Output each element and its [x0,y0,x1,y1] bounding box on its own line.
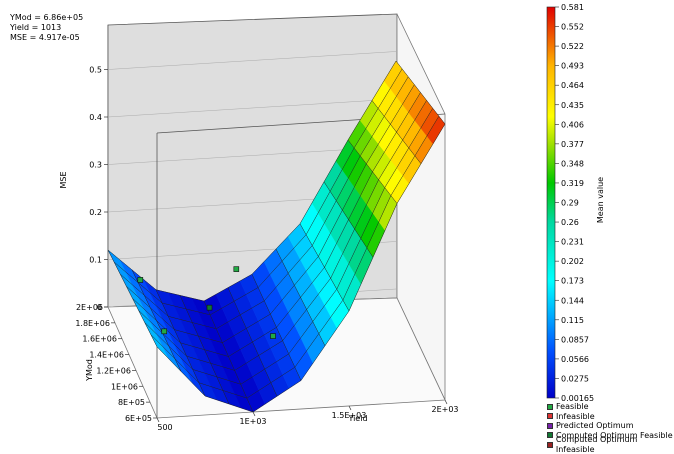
colorbar-label: 0.522 [561,42,584,51]
legend-entry: Feasible [547,402,674,412]
optimum-readout: YMod = 6.86e+05 Yield = 1013 MSE = 4.917e-… [10,13,83,43]
ymod-tick-label: 8E+05 [118,398,145,407]
colorbar-label: 0.377 [561,140,584,149]
colorbar-label: 0.406 [561,120,584,129]
legend-swatch [547,422,553,429]
readout-mse: MSE = 4.917e-05 [10,33,80,42]
surface-mesh-line [126,84,415,343]
colorbar-label: 0.144 [561,296,584,305]
colorbar-label: 0.173 [561,277,584,286]
surface-mesh-line [156,123,446,413]
surface-mesh-line [144,108,433,385]
colorbar-label: 0.581 [561,3,584,12]
response-surface [107,60,446,413]
colorbar-label: 0.00165 [561,394,594,403]
mse-tick-label: 0.1 [89,256,102,265]
colorbar-label: 0.0857 [561,335,589,344]
surface-mesh-line [120,76,409,330]
colorbar-label: 0.348 [561,159,584,168]
ymod-axis-label: YMod [85,359,94,382]
yield-tick-label: 500 [157,423,172,432]
mse-tick-label: 0.2 [89,208,102,217]
colorbar-label: 0.29 [561,199,579,208]
yield-tick-label: 1.5E+03 [332,411,367,420]
colorbar-label: 0.202 [561,257,584,266]
legend-label: Infeasible [556,411,595,421]
colorbar-label: 0.319 [561,179,584,188]
mse-tick-label: 0.5 [89,66,102,75]
ymod-tick-label: 6E+05 [125,414,152,423]
ymod-axis-ticks: 6E+05 8E+05 1E+06 1.2E+06 1.4E+06 1.6E+06 1.8E… [75,303,157,423]
legend-label: Predicted Optimum [556,421,634,430]
ymod-tick-label: 1.2E+06 [96,366,131,375]
legend-swatch [547,432,553,439]
mse-tick-label: 0.4 [89,113,102,122]
colorbar-label: 0.552 [561,23,584,32]
colorbar-label: 0.231 [561,238,584,247]
legend-label: Computed Optimum Infeasible [555,435,638,454]
yield-tick-label: 1E+03 [239,417,266,426]
colorbar-label: 0.464 [561,81,584,90]
colorbar-title: Mean value [596,177,605,223]
surface-mesh-line [138,100,427,371]
surface-mesh-line [107,60,397,302]
colorbar-label: 0.435 [561,101,584,110]
data-point-marker [233,266,240,272]
legend-swatch [547,403,553,410]
data-point-marker [161,328,168,335]
legend-entry: Computed Optimum Infeasible [547,435,674,454]
legend-entry: Infeasible [547,412,674,422]
colorbar-label: 0.0275 [561,374,589,383]
yield-tick-mark [156,417,160,423]
mse-axis-label: MSE [59,171,68,188]
surface-mesh-line [132,92,421,357]
data-point-marker [206,304,213,311]
mse-tick-label: 0.3 [89,161,102,170]
colorbar-label: 0.115 [561,316,584,325]
ymod-tick-label: 1.8E+06 [75,319,110,328]
data-points [137,266,276,339]
legend-swatch [547,413,553,420]
readout-ymod: YMod = 6.86e+05 [10,13,84,22]
ymod-tick-label: 2E+06 [76,303,103,312]
colorbar-labels: 0.581 0.552 0.522 0.493 0.464 0.435 0.406 0.377… [555,3,594,403]
yield-tick-mark [348,405,352,411]
ymod-tick-label: 1.6E+06 [82,335,117,344]
colorbar-label: 0.493 [561,62,584,71]
colorbar-label: 0.0566 [561,355,589,364]
surface-mesh-line [150,116,440,399]
legend-swatch [547,441,553,448]
ymod-tick-label: 1E+06 [111,382,138,391]
colorbar [546,6,556,399]
marker-legend: Feasible Infeasible Predicted Optimum Compu… [547,402,674,454]
mse-tick-label: 0 [97,303,102,312]
yield-axis-label: Yield [347,414,367,423]
yield-tick-label: 2E+03 [431,405,458,414]
yield-axis-ticks: 500 1E+03 1.5E+03 2E+03 [156,399,459,432]
legend-entry: Computed Optimum Feasible [547,431,674,441]
surface-mesh-line [113,68,403,316]
colorbar-label: 0.26 [561,218,579,227]
legend-label: Computed Optimum Feasible [556,430,673,440]
yield-tick-mark [444,399,448,405]
data-point-marker [270,333,276,339]
readout-yield: Yield = 1013 [10,23,62,32]
data-point-marker [137,277,144,283]
legend-entry: Predicted Optimum [547,421,674,431]
legend-label: Feasible [556,402,589,411]
ymod-tick-label: 1.4E+06 [89,351,124,360]
mse-axis-ticks: 0 0.1 0.2 0.3 0.4 0.5 [89,66,108,312]
yield-tick-mark [252,411,256,417]
